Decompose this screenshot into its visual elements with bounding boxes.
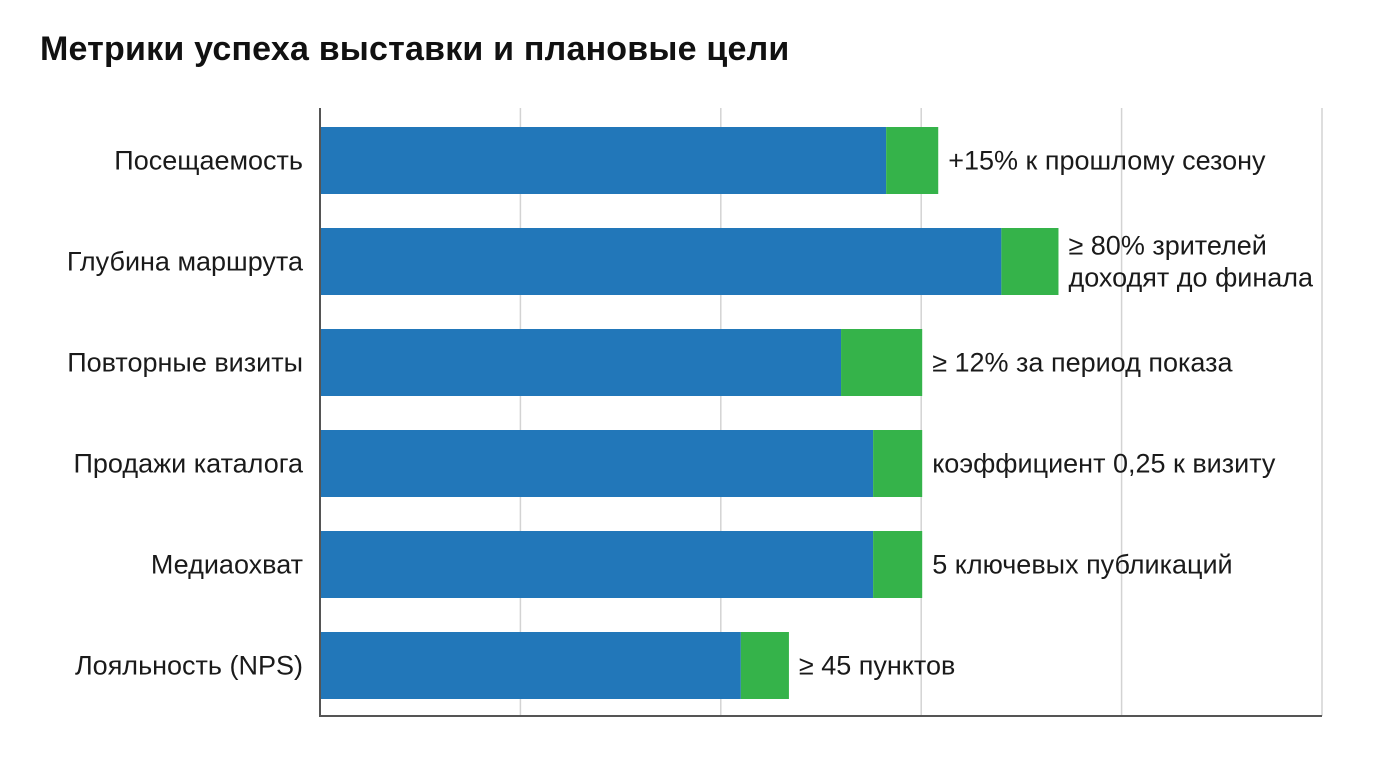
bar-current — [320, 127, 887, 194]
bar-target-gap — [873, 531, 923, 598]
category-label: Глубина маршрута — [67, 247, 304, 277]
bar-annotation: ≥ 80% зрителей — [1068, 231, 1266, 261]
category-label: Медиаохват — [151, 550, 303, 580]
bar-annotation: ≥ 45 пунктов — [799, 651, 955, 681]
bar-current — [320, 531, 874, 598]
bar-target-gap — [886, 127, 939, 194]
bars — [320, 127, 1059, 699]
gridlines — [519, 108, 1323, 716]
bar-target-gap — [740, 632, 789, 699]
category-label: Повторные визиты — [67, 348, 303, 378]
chart-title: Метрики успеха выставки и плановые цели — [40, 30, 790, 68]
bar-current — [320, 329, 842, 396]
bar-annotation: ≥ 12% за период показа — [932, 348, 1233, 378]
bar-target-gap — [841, 329, 923, 396]
bar-annotation: коэффициент 0,25 к визиту — [932, 449, 1276, 479]
bar-current — [320, 430, 874, 497]
category-label: Лояльность (NPS) — [75, 651, 303, 681]
bar-annotation: доходят до финала — [1068, 263, 1314, 293]
bar-annotations: +15% к прошлому сезону ≥ 80% зрителейдохо… — [799, 146, 1314, 681]
category-labels: Посещаемость Глубина маршрута Повторные ви… — [67, 146, 304, 681]
bar-annotation: +15% к прошлому сезону — [948, 146, 1266, 176]
bar-target-gap — [873, 430, 923, 497]
category-label: Посещаемость — [114, 146, 303, 176]
bar-current — [320, 228, 1002, 295]
category-label: Продажи каталога — [73, 449, 303, 479]
axes — [319, 108, 1322, 717]
bar-target-gap — [1001, 228, 1059, 295]
bar-annotation: 5 ключевых публикаций — [932, 550, 1232, 580]
bar-current — [320, 632, 741, 699]
